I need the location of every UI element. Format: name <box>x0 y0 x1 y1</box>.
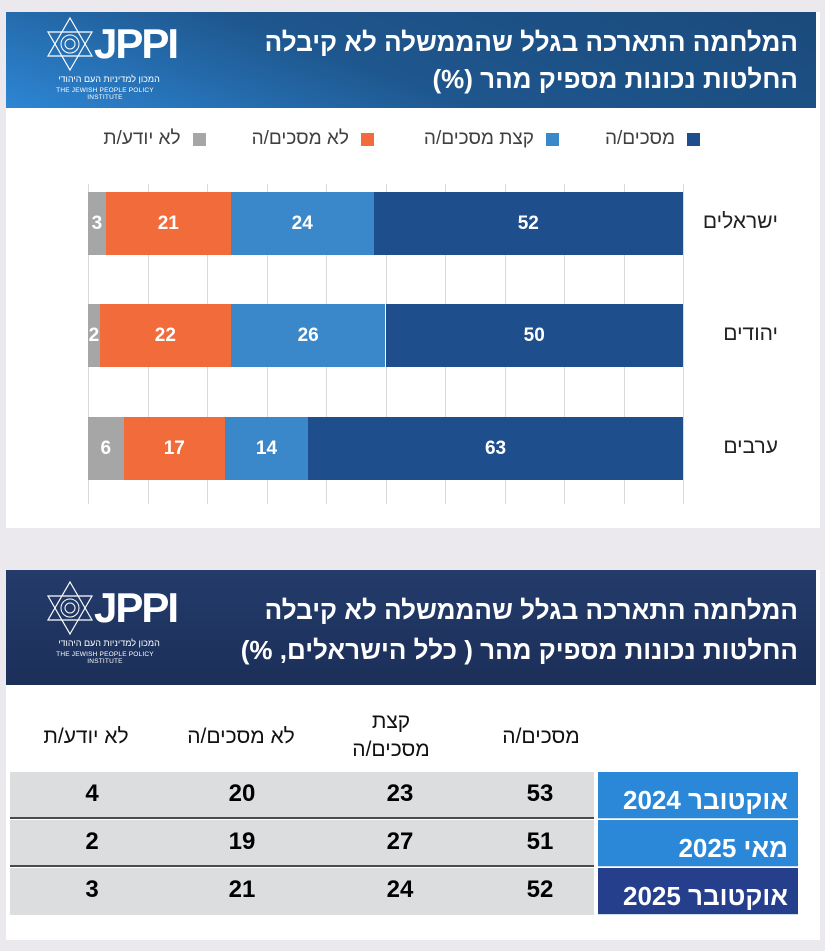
bar-segment: 14 <box>224 417 309 480</box>
jppi-logo: JPPI המכון למדיניות העם היהודי THE JEWIS… <box>36 16 186 106</box>
bar-segment: 6 <box>88 417 124 480</box>
column-header: לא מסכים/ה <box>187 725 295 748</box>
table-cell: 19 <box>228 828 256 855</box>
gridline <box>683 184 684 504</box>
title-line-2: החלטות נכונות מספיק מהר ( כלל הישראלים, … <box>240 635 798 665</box>
bar-segment: 63 <box>308 417 683 480</box>
data-label: 3 <box>91 212 103 234</box>
table-cell: 53 <box>526 780 554 807</box>
data-label: 50 <box>523 324 545 346</box>
table-cell: 24 <box>386 876 414 903</box>
bar-segment: 17 <box>123 417 225 480</box>
logo-mark: JPPI <box>94 20 179 67</box>
legend-label: לא מסכים/ה <box>251 128 349 149</box>
legend-swatch <box>360 132 374 146</box>
bar-segment: 24 <box>230 192 374 255</box>
title-line-1: המלחמה התארכה בגלל שהממשלה לא קיבלה <box>264 27 798 57</box>
table-title: המלחמה התארכה בגלל שהממשלה לא קיבלה החלט… <box>241 590 798 670</box>
legend-swatch <box>545 132 559 146</box>
legend-label: קצת מסכים/ה <box>423 128 534 149</box>
table-row: 52 24 21 3 <box>10 868 594 915</box>
data-label: 52 <box>517 212 539 234</box>
star-of-david-icon <box>46 16 94 72</box>
category-label: ערבים <box>723 435 778 458</box>
column-header: קצת מסכים/ה <box>352 710 430 761</box>
data-label: 6 <box>100 437 112 459</box>
table-cell: 51 <box>526 828 554 855</box>
data-label: 26 <box>297 324 319 346</box>
data-label: 63 <box>484 437 507 459</box>
data-label: 14 <box>255 437 278 459</box>
data-label: 24 <box>291 212 313 234</box>
table-panel: JPPI המכון למדיניות העם היהודי THE JEWIS… <box>6 570 820 940</box>
chart-legend: מסכים/ה קצת מסכים/ה לא מסכים/ה לא יודע/ת <box>57 128 700 150</box>
table-cell: 27 <box>386 828 414 855</box>
logo-english: THE JEWISH PEOPLE POLICY INSTITUTE <box>56 651 154 665</box>
jppi-logo: JPPI המכון למדיניות העם היהודי THE JEWIS… <box>36 580 186 680</box>
data-label: 2 <box>88 324 100 346</box>
bar-segment: 3 <box>88 192 106 255</box>
bar-segment: 26 <box>230 304 386 367</box>
row-label: אוקטובר 2025 <box>598 868 798 915</box>
row-label: אוקטובר 2024 <box>598 772 798 819</box>
legend-swatch <box>192 132 206 146</box>
bar-segment: 21 <box>105 192 231 255</box>
category-label: יהודים <box>723 322 778 345</box>
data-label: 17 <box>163 437 185 459</box>
table-cell: 52 <box>526 876 554 903</box>
bar-segment: 50 <box>385 304 683 367</box>
chart-header: JPPI המכון למדיניות העם היהודי THE JEWIS… <box>6 12 816 108</box>
logo-hebrew: המכון למדיניות העם היהודי <box>58 638 160 648</box>
legend-item: לא מסכים/ה <box>252 128 374 150</box>
legend-label: לא יודע/ת <box>103 128 181 149</box>
table-cell: 21 <box>228 876 256 903</box>
legend-label: מסכים/ה <box>604 128 675 149</box>
chart-title: המלחמה התארכה בגלל שהממשלה לא קיבלה החלט… <box>265 24 798 98</box>
table-cell: 2 <box>85 828 99 855</box>
bar-segment: 52 <box>373 192 683 255</box>
legend-item: מסכים/ה <box>605 128 700 150</box>
chart-panel: JPPI המכון למדיניות העם היהודי THE JEWIS… <box>6 12 820 528</box>
table-cell: 3 <box>85 876 99 903</box>
table-row: 53 23 20 4 <box>10 772 594 819</box>
data-label: 22 <box>154 324 176 346</box>
column-header: לא יודע/ת <box>43 725 129 748</box>
star-of-david-icon <box>46 580 94 636</box>
table-header-banner: JPPI המכון למדיניות העם היהודי THE JEWIS… <box>6 570 816 685</box>
table-cell: 4 <box>85 780 99 807</box>
title-line-2: החלטות נכונות מספיק מהר (%) <box>432 64 798 94</box>
column-header: מסכים/ה <box>502 725 580 748</box>
row-label: מאי 2025 <box>598 820 798 867</box>
legend-item: קצת מסכים/ה <box>424 128 559 150</box>
bar-segment: 22 <box>99 304 231 367</box>
legend-swatch <box>687 132 700 146</box>
logo-mark: JPPI <box>94 584 179 631</box>
title-line-1: המלחמה התארכה בגלל שהממשלה לא קיבלה <box>264 595 798 625</box>
table-cell: 23 <box>386 780 414 807</box>
table-cell: 20 <box>228 780 256 807</box>
legend-item: לא יודע/ת <box>103 128 206 150</box>
logo-hebrew: המכון למדיניות העם היהודי <box>58 74 160 84</box>
data-label: 21 <box>157 212 179 234</box>
bar-segment: 2 <box>88 304 100 367</box>
category-label: ישראלים <box>702 210 778 233</box>
table-row: 51 27 19 2 <box>10 820 594 867</box>
logo-english: THE JEWISH PEOPLE POLICY INSTITUTE <box>56 87 154 101</box>
